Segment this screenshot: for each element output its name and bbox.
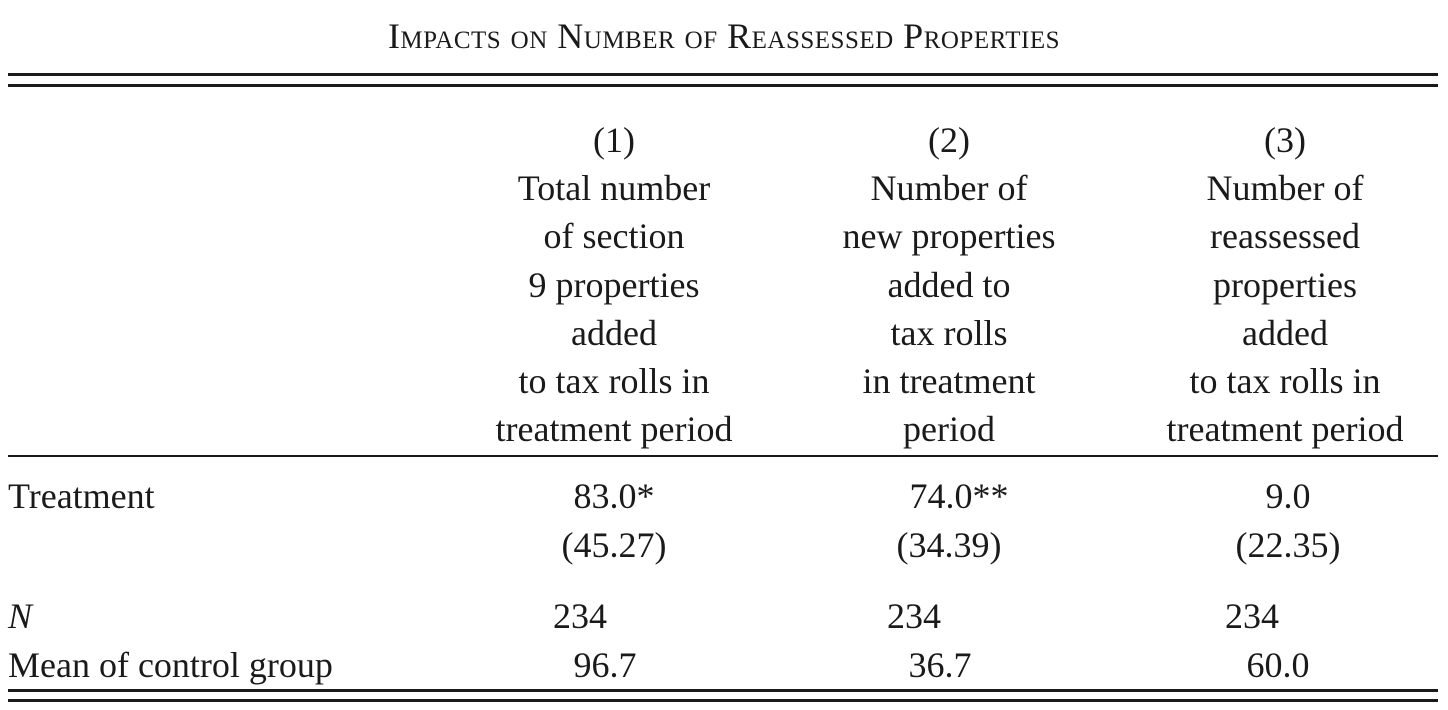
bottom-rule-lower (8, 699, 1438, 702)
column-header-line: reassessed (1210, 216, 1360, 257)
column-header-line: in treatment (862, 361, 1036, 402)
bottom-rule-upper (8, 689, 1438, 692)
header-rule (8, 455, 1438, 457)
column-number: (2) (928, 120, 970, 160)
top-rule-lower (8, 84, 1438, 87)
row-label-treatment: Treatment (8, 476, 155, 516)
control-mean-col-1: 96.7 (573, 645, 637, 685)
column-header-line: added to (887, 264, 1011, 305)
column-header-line: treatment period (1166, 409, 1404, 450)
column-header-line: properties (1213, 264, 1357, 305)
n-col-1: 234 (553, 596, 607, 636)
n-col-2: 234 (887, 596, 941, 636)
column-header-line: to tax rolls in (518, 361, 710, 402)
table-title: Impacts on Number of Reassessed Properti… (387, 16, 1061, 56)
coefficient-col-1: 83.0* (573, 476, 655, 516)
column-header-line: Total number (517, 168, 711, 209)
column-header-line: Number of (870, 168, 1028, 209)
column-header-line: of section (543, 216, 685, 257)
control-mean-col-3: 60.0 (1246, 645, 1310, 685)
column-header-line: new properties (842, 216, 1056, 257)
control-mean-col-2: 36.7 (908, 645, 972, 685)
row-label-n: N (8, 596, 33, 636)
column-header-line: to tax rolls in (1189, 361, 1381, 402)
column-number: (3) (1264, 120, 1306, 160)
n-col-3: 234 (1225, 596, 1279, 636)
column-header-line: Number of (1206, 168, 1364, 209)
column-header-line: period (903, 409, 995, 450)
column-header-line: tax rolls (890, 312, 1008, 353)
column-header-2: (2) Number of new properties added to ta… (799, 116, 1099, 453)
column-header-3: (3) Number of reassessed properties adde… (1126, 116, 1444, 453)
column-header-line: added (571, 312, 657, 353)
column-header-line: added (1242, 312, 1328, 353)
column-number: (1) (593, 120, 635, 160)
column-header-line: treatment period (495, 409, 733, 450)
std-error-col-2: (34.39) (896, 525, 1002, 565)
coefficient-col-2: 74.0** (909, 476, 1009, 516)
coefficient-col-3: 9.0 (1265, 476, 1311, 516)
column-header-line: 9 properties (528, 264, 700, 305)
column-header-1: (1) Total number of section 9 properties… (454, 116, 774, 453)
row-label-control-mean: Mean of control group (8, 645, 333, 685)
top-rule-upper (8, 73, 1438, 76)
std-error-col-1: (45.27) (561, 525, 667, 565)
std-error-col-3: (22.35) (1235, 525, 1341, 565)
